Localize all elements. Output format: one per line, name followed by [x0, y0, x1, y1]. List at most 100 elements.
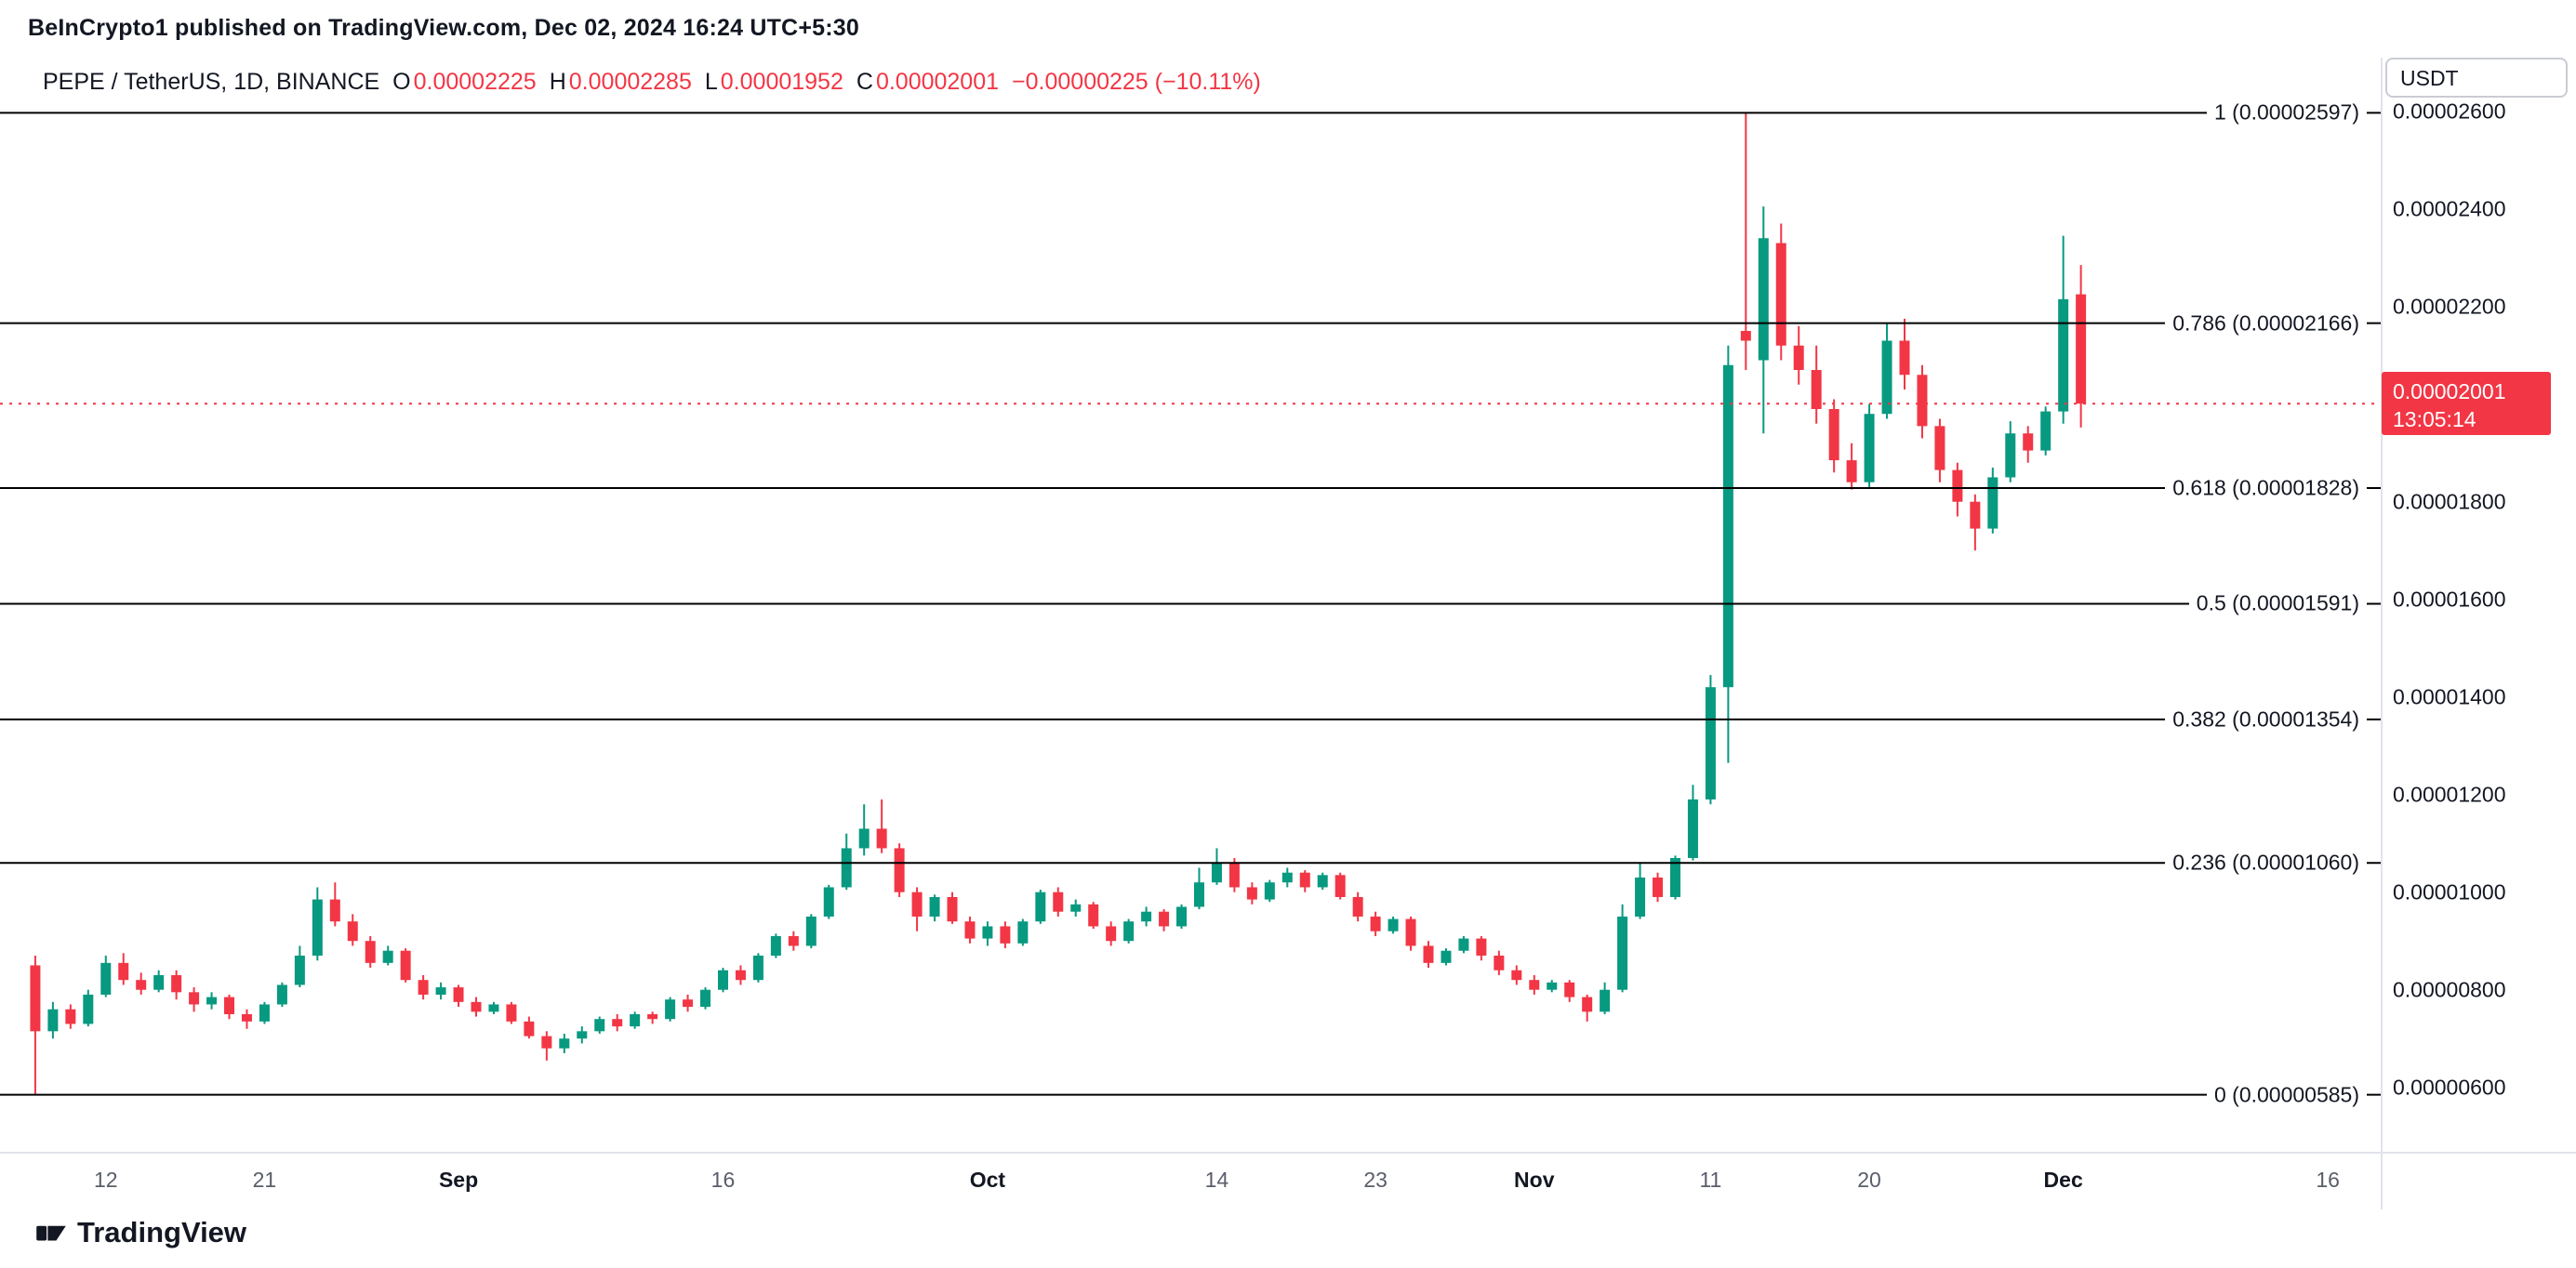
candle [1441, 948, 1452, 966]
candle [153, 970, 165, 993]
candle [365, 935, 376, 969]
candle [594, 1016, 605, 1034]
candle [47, 1001, 59, 1039]
candle [805, 914, 817, 949]
fib-level-label: 0.618 (0.00001828) [2165, 473, 2367, 503]
tradingview-logo-text: TradingView [77, 1216, 247, 1248]
fib-level-label: 0.236 (0.00001060) [2165, 848, 2367, 878]
tradingview-logo-icon [36, 1225, 66, 1241]
candle [1370, 911, 1381, 936]
low-value: 0.00001952 [720, 69, 843, 95]
attribution-bar: BeInCrypto1 published on TradingView.com… [0, 0, 2576, 58]
candle [823, 884, 834, 919]
candle [929, 894, 940, 922]
candle [717, 968, 728, 993]
candle [1000, 921, 1011, 949]
candle [1352, 892, 1363, 922]
candle [1775, 223, 1786, 361]
candle [524, 1016, 535, 1039]
candle [665, 997, 676, 1022]
candle [1811, 345, 1822, 424]
candle [1317, 872, 1328, 891]
time-axis-label: 12 [93, 1168, 118, 1192]
candle [1687, 785, 1698, 861]
candle [1388, 916, 1399, 934]
candle [1159, 909, 1170, 931]
time-axis-label: 14 [1204, 1168, 1229, 1192]
fib-level-label: 1 (0.00002597) [2206, 98, 2367, 127]
open-value: 0.00002225 [413, 69, 537, 95]
candle [1970, 494, 1981, 551]
candle [206, 992, 218, 1010]
current-price-badge: 0.00002001 13:05:14 [2382, 372, 2551, 436]
candle [876, 799, 887, 853]
current-price-value: 0.00002001 [2393, 379, 2506, 404]
candle [65, 1004, 76, 1029]
candle [2040, 406, 2052, 456]
price-tick-label: 0.00001400 [2393, 684, 2506, 709]
price-tick-label: 0.00001800 [2393, 489, 2506, 514]
tradingview-logo[interactable]: TradingView [35, 1216, 246, 1249]
candle [1281, 867, 1293, 888]
high-label: H [549, 69, 566, 95]
time-axis-label: 11 [1699, 1168, 1722, 1192]
candle [1864, 403, 1875, 487]
candle [683, 994, 694, 1012]
fib-level-label: 0.786 (0.00002166) [2165, 309, 2367, 338]
countdown-timer: 13:05:14 [2393, 407, 2476, 432]
candle [577, 1026, 588, 1044]
candle [1035, 890, 1046, 924]
candle [541, 1031, 552, 1061]
candle [1476, 935, 1487, 961]
candle [1793, 325, 1804, 385]
candle [1582, 994, 1593, 1022]
candle [1564, 980, 1575, 1002]
candle [1529, 974, 1540, 995]
symbol-title[interactable]: PEPE / TetherUS, 1D, BINANCE [43, 69, 380, 95]
close-label: C [856, 69, 873, 95]
candle [1405, 916, 1416, 951]
candle [1193, 867, 1204, 910]
time-axis-label: Nov [1514, 1168, 1555, 1192]
candle [1846, 442, 1857, 490]
candle [630, 1011, 641, 1029]
candle [612, 1013, 623, 1032]
fib-level-label: 0.5 (0.00001591) [2188, 588, 2367, 618]
price-tick-label: 0.00002400 [2393, 196, 2506, 221]
candle [1070, 899, 1082, 917]
candle [1917, 364, 1928, 439]
candle [1828, 399, 1839, 473]
candle [559, 1033, 570, 1053]
candle [947, 892, 958, 924]
time-axis-label: Oct [969, 1168, 1006, 1192]
candle [453, 984, 464, 1008]
candle [1547, 980, 1558, 993]
candle [1600, 982, 1611, 1014]
chart-legend: PEPE / TetherUS, 1D, BINANCE O 0.00002225… [43, 69, 1261, 96]
candle [400, 948, 411, 983]
candle [276, 982, 287, 1008]
candle [506, 1001, 517, 1024]
candle [312, 887, 323, 961]
attribution-text: BeInCrypto1 published on TradingView.com… [28, 15, 859, 41]
ohlc-low: L 0.00001952 [705, 69, 843, 96]
currency-button[interactable]: USDT [2385, 58, 2568, 98]
open-label: O [392, 69, 411, 95]
candle [1758, 206, 1769, 434]
candle [2023, 426, 2034, 463]
candle [770, 933, 781, 958]
candle [1511, 965, 1522, 985]
candle [1176, 904, 1188, 930]
candle [224, 994, 235, 1020]
candle [1881, 324, 1892, 419]
candle [735, 965, 746, 985]
price-tick-label: 0.00002600 [2393, 99, 2506, 124]
candle [1123, 918, 1135, 944]
currency-label: USDT [2400, 66, 2459, 90]
candle [294, 945, 305, 988]
candle [189, 987, 200, 1012]
candle [83, 989, 94, 1027]
candle [858, 804, 870, 856]
